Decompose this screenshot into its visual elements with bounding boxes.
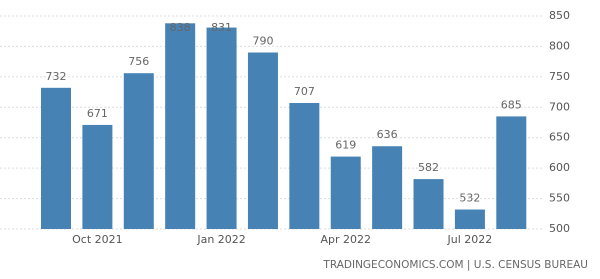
bar bbox=[123, 73, 154, 229]
x-tick-label: Oct 2021 bbox=[72, 233, 123, 246]
bar bbox=[372, 146, 403, 229]
bar bbox=[413, 179, 444, 229]
bar bbox=[165, 23, 196, 229]
bar bbox=[40, 87, 71, 229]
value-label: 636 bbox=[377, 128, 398, 141]
source: TRADINGECONOMICS.COM | U.S. CENSUS BUREA… bbox=[322, 259, 588, 271]
x-tick-label: Jan 2022 bbox=[196, 233, 245, 246]
y-tick-label: 850 bbox=[549, 9, 570, 22]
value-label: 671 bbox=[87, 107, 108, 120]
value-label: 831 bbox=[211, 21, 232, 34]
value-label: 685 bbox=[501, 98, 522, 111]
bar bbox=[454, 209, 485, 229]
y-tick-label: 650 bbox=[549, 131, 570, 144]
value-label: 532 bbox=[459, 192, 480, 205]
value-label: 732 bbox=[45, 70, 66, 83]
bar bbox=[496, 116, 527, 229]
y-tick-label: 750 bbox=[549, 70, 570, 83]
x-tick-label: Jul 2022 bbox=[447, 233, 493, 246]
y-tick-label: 600 bbox=[549, 161, 570, 174]
y-tick-label: 800 bbox=[549, 39, 570, 52]
bar bbox=[247, 52, 278, 230]
y-tick-label: 550 bbox=[549, 192, 570, 205]
y-tick-label: 500 bbox=[549, 222, 570, 235]
value-label: 838 bbox=[170, 21, 191, 34]
x-tick-label: Apr 2022 bbox=[320, 233, 371, 246]
bar bbox=[206, 27, 237, 230]
value-label: 582 bbox=[418, 161, 439, 174]
value-label: 707 bbox=[294, 85, 315, 98]
y-tick-label: 700 bbox=[549, 100, 570, 113]
value-label: 790 bbox=[252, 35, 273, 48]
value-label: 756 bbox=[128, 55, 149, 68]
value-label: 619 bbox=[335, 139, 356, 152]
bar bbox=[330, 156, 361, 229]
bar bbox=[82, 124, 113, 229]
bar bbox=[289, 103, 320, 229]
